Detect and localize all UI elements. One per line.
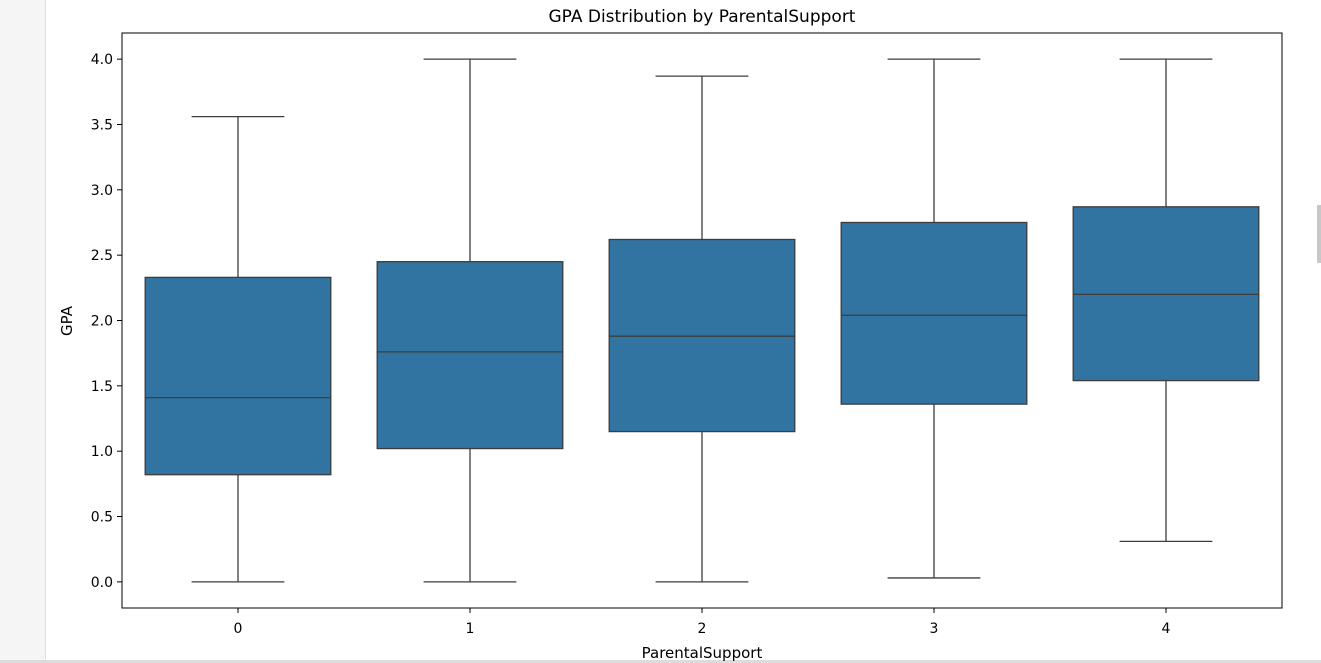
box-group-2: [608, 75, 796, 583]
x-tick-label: 1: [466, 621, 475, 637]
y-tick-label: 1.0: [91, 444, 113, 460]
y-tick-label: 3.5: [91, 117, 113, 133]
y-tick-label: 2.5: [91, 248, 113, 264]
scrollbar-thumb[interactable]: [1317, 205, 1321, 263]
chart-title: GPA Distribution by ParentalSupport: [549, 7, 856, 27]
iqr-box: [608, 238, 796, 433]
y-tick-label: 3.0: [91, 183, 113, 199]
iqr-box: [840, 221, 1028, 405]
y-tick-label: 0.5: [91, 510, 113, 526]
iqr-box: [376, 261, 564, 450]
box-series: [144, 58, 1260, 583]
y-axis: 0.0 0.5 1.0 1.5 2.0 2.5 3.0 3.5 4.0: [91, 52, 122, 591]
cell-bottom-border: [0, 660, 1321, 663]
box-group-4: [1072, 58, 1260, 543]
y-tick-label: 0.0: [91, 575, 113, 591]
y-axis-label: GPA: [58, 305, 76, 336]
x-tick-label: 4: [1162, 621, 1171, 637]
x-tick-label: 3: [930, 621, 939, 637]
notebook-right-gutter: [1307, 0, 1321, 663]
x-tick-label: 0: [234, 621, 243, 637]
y-tick-label: 2.0: [91, 314, 113, 330]
box-group-3: [840, 58, 1028, 579]
iqr-box: [1072, 206, 1260, 382]
y-tick-label: 4.0: [91, 52, 113, 68]
x-axis-label: ParentalSupport: [642, 644, 763, 662]
box-group-1: [376, 58, 564, 583]
x-tick-label: 2: [698, 621, 707, 637]
notebook-left-gutter: [0, 0, 46, 663]
box-group-0: [144, 115, 332, 583]
iqr-box: [144, 276, 332, 476]
y-tick-label: 1.5: [91, 379, 113, 395]
x-axis: 0 1 2 3 4: [234, 608, 1171, 637]
